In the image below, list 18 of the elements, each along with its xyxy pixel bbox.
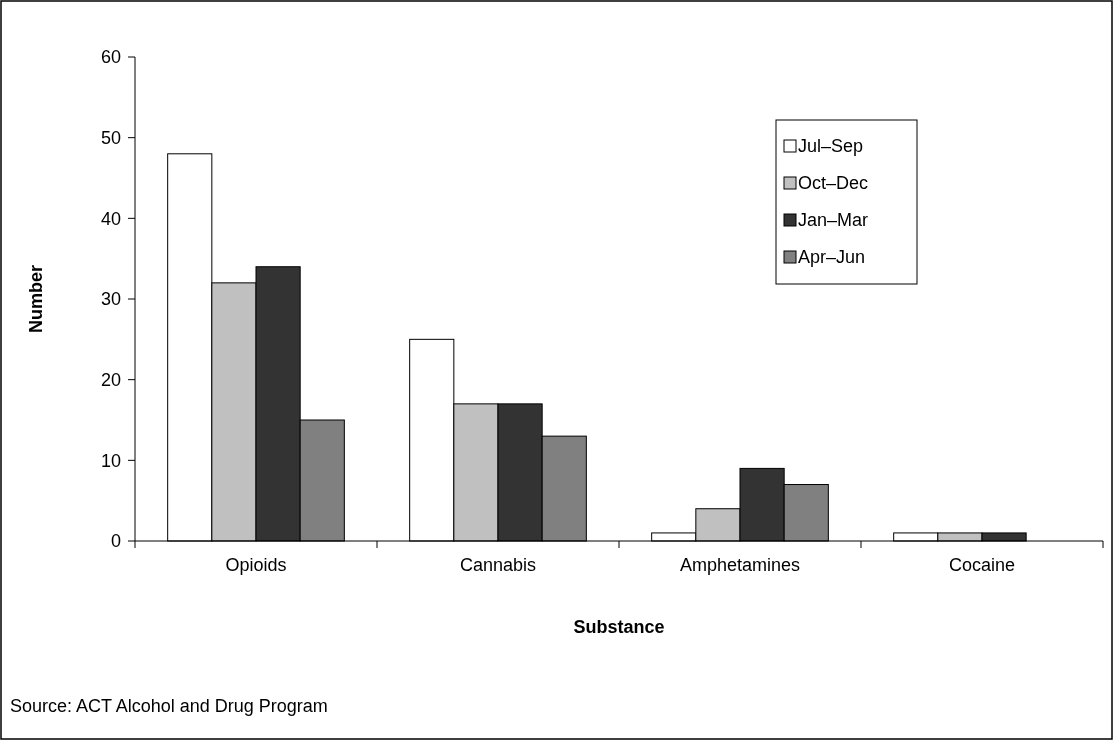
x-tick-label: Amphetamines [679, 555, 801, 575]
y-tick-label: 20 [100, 369, 121, 390]
legend-label: Apr–Jun [798, 247, 866, 268]
legend-label: Oct–Dec [798, 173, 869, 194]
x-tick-label: Opioids [225, 555, 287, 575]
x-axis-title: Substance [573, 617, 665, 637]
y-tick-label: 50 [100, 127, 121, 148]
y-tick-label: 10 [100, 450, 121, 471]
y-tick-label: 0 [110, 531, 121, 552]
y-tick-label: 30 [100, 289, 121, 310]
legend-label: Jul–Sep [798, 136, 864, 157]
y-tick-label: 60 [100, 47, 121, 68]
legend-label: Jan–Mar [798, 210, 869, 231]
x-tick-label: Cannabis [459, 555, 537, 575]
y-tick-label: 40 [100, 208, 121, 229]
y-axis-title: Number [26, 264, 46, 334]
source-note: Source: ACT Alcohol and Drug Program [10, 696, 328, 716]
x-tick-label: Cocaine [948, 555, 1016, 575]
